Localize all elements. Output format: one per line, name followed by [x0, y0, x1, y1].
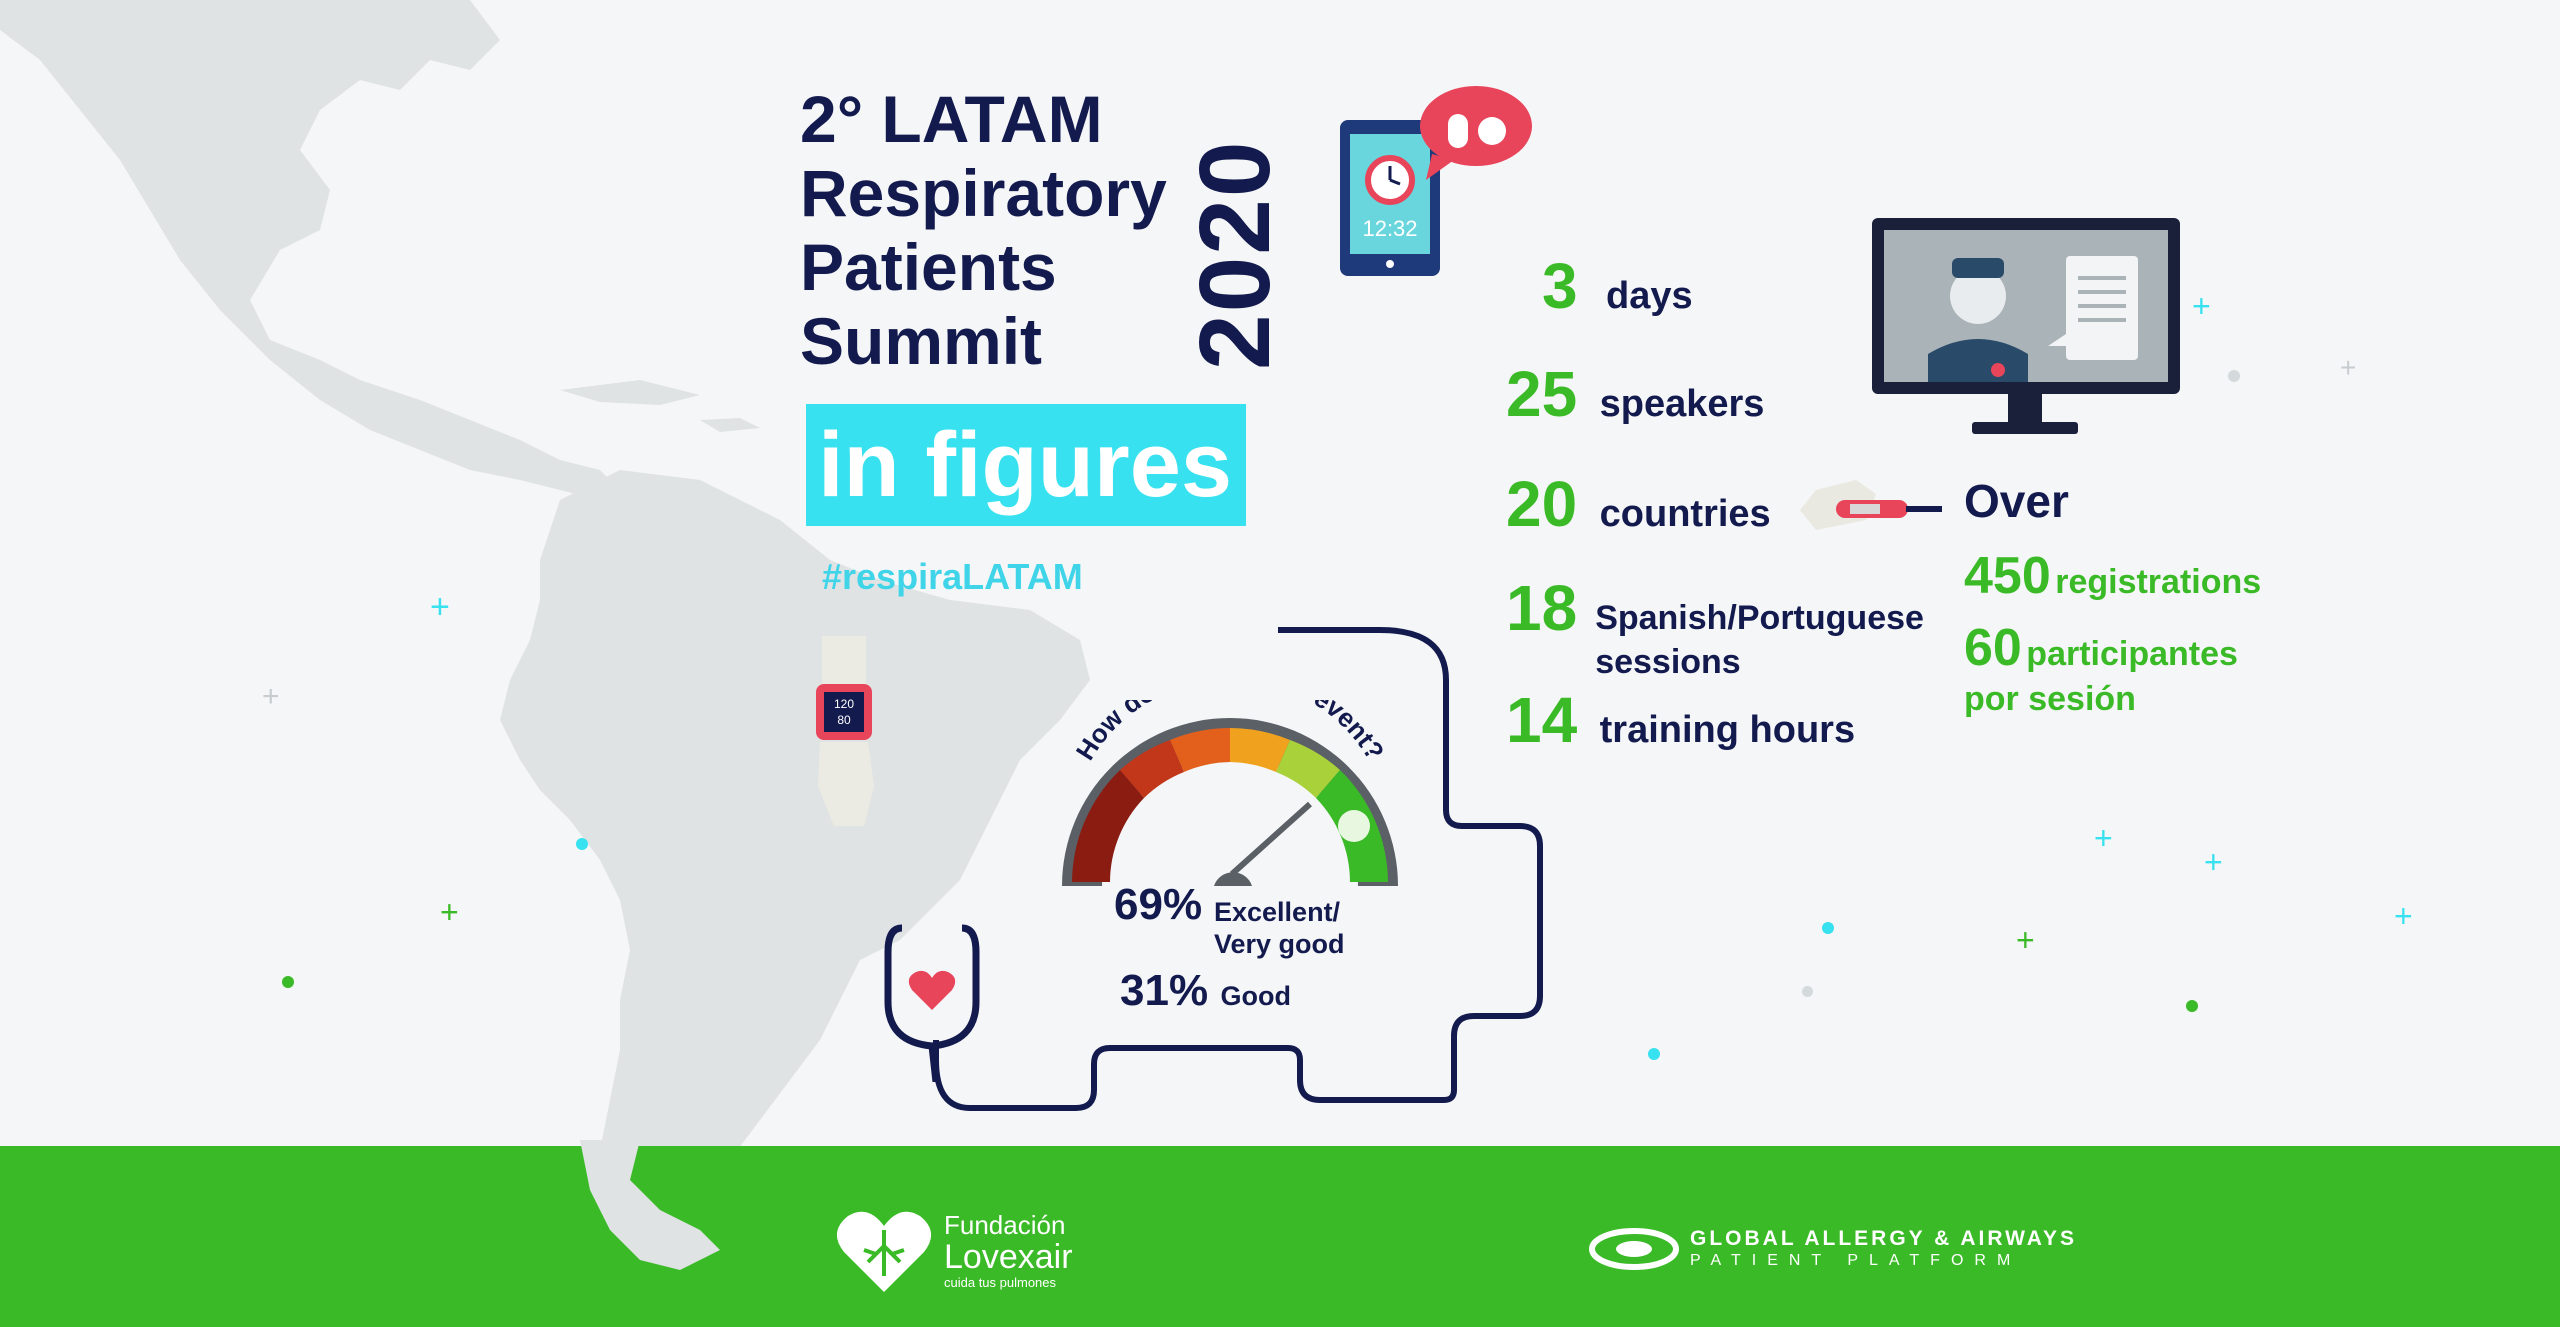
stat-speakers-number: 25 [1506, 358, 1578, 430]
stethoscope-tube [933, 627, 1543, 1111]
registrations-label: registrations [2055, 563, 2262, 601]
fundacion-tagline: cuida tus pulmones [944, 1275, 1057, 1290]
stat-training-hours: 14 training hours [1506, 688, 1855, 752]
watch-bottom-reading: 80 [837, 713, 851, 727]
gaapp-line1: GLOBAL ALLERGY & AIRWAYS [1690, 1227, 2078, 1250]
registrations-stat: 450 registrations [1964, 546, 2261, 606]
participants-label-2: por sesión [1964, 680, 2136, 718]
telemedicine-monitor-icon [1872, 218, 2180, 434]
stat-training-label: training hours [1599, 709, 1856, 751]
stat-training-number: 14 [1506, 684, 1578, 756]
gaapp-icon [1589, 1228, 1679, 1270]
participants-label-1: participantes [2026, 635, 2238, 673]
stat-sessions-number: 18 [1506, 572, 1578, 644]
plus-decoration: + [2016, 922, 2035, 958]
plus-decoration: + [2094, 820, 2113, 856]
hashtag: #respiraLATAM [822, 556, 1083, 597]
dot-decoration [2186, 1000, 2198, 1012]
plus-decoration: + [262, 680, 280, 713]
fundacion-line2: Lovexair [944, 1238, 1073, 1276]
fundacion-lovexair-logo[interactable]: Fundación Lovexair cuida tus pulmones [834, 1206, 1073, 1296]
stat-speakers: 25 speakers [1506, 362, 1764, 426]
rating-excellent: 69% [1114, 880, 1202, 930]
excellent-label: Excellent/ Very good [1214, 896, 1345, 960]
plus-decoration: + [2340, 352, 2357, 383]
title-line-2: Respiratory [800, 156, 1167, 230]
excellent-percent: 69% [1114, 880, 1203, 929]
event-title: 2° LATAM Respiratory Patients Summit [800, 82, 1167, 378]
stat-days: 3 days [1542, 254, 1693, 318]
in-figures-banner: in figures [806, 404, 1247, 526]
good-label: Good [1220, 981, 1292, 1011]
thermometer-icon [1800, 480, 1942, 530]
title-line-3: Patients [800, 230, 1057, 304]
stat-countries-label: countries [1599, 493, 1771, 535]
title-line-1: 2° LATAM [800, 82, 1103, 156]
participants-number: 60 [1964, 619, 2022, 677]
title-line-4: Summit [800, 304, 1043, 378]
dot-decoration [576, 838, 588, 850]
stat-speakers-label: speakers [1599, 383, 1765, 425]
dot-decoration [1648, 1048, 1660, 1060]
dot-decoration [1822, 922, 1834, 934]
excellent-label-line2: Very good [1214, 929, 1345, 959]
plus-decoration: + [2394, 898, 2413, 934]
rating-good: 31% Good [1120, 966, 1291, 1016]
registrations-number: 450 [1964, 547, 2051, 605]
rating-gauge: How do you rate the event? [1062, 700, 1398, 886]
plus-decoration: + [440, 894, 459, 930]
gaapp-line2: PATIENT PLATFORM [1690, 1252, 2022, 1269]
stat-sessions-label: Spanish/Portuguese sessions [1595, 599, 1924, 681]
participants-stat: 60 participantes por sesión [1964, 618, 2238, 719]
watch-top-reading: 120 [834, 697, 854, 711]
map-tail [580, 1140, 720, 1270]
stat-days-number: 3 [1542, 250, 1578, 322]
plus-decoration: + [430, 588, 450, 626]
tablet-reminder-icon: 12:32 [1340, 86, 1532, 276]
blood-pressure-watch-icon: 120 80 [816, 636, 874, 826]
stat-sessions: 18 Spanish/Portuguese sessions [1506, 576, 1935, 684]
event-year: 2020 [1179, 139, 1291, 370]
excellent-label-line1: Excellent/ [1214, 897, 1341, 927]
fundacion-line1: Fundación [944, 1210, 1066, 1240]
heart-lungs-icon [836, 1211, 932, 1292]
plus-decoration: + [2204, 844, 2223, 880]
stat-countries-number: 20 [1506, 468, 1578, 540]
dot-decoration [1802, 986, 1813, 997]
dot-decoration [2228, 370, 2240, 382]
gaapp-logo[interactable]: GLOBAL ALLERGY & AIRWAYS PATIENT PLATFOR… [1588, 1224, 2077, 1274]
stat-countries: 20 countries [1506, 472, 1771, 536]
stethoscope-icon [884, 924, 980, 1082]
footer-bar [0, 1146, 2560, 1327]
stat-days-label: days [1606, 275, 1693, 317]
good-percent: 31% [1120, 966, 1209, 1015]
tablet-time: 12:32 [1362, 216, 1417, 241]
dot-decoration [282, 976, 294, 988]
plus-decoration: + [2192, 288, 2211, 324]
over-label: Over [1964, 475, 2069, 527]
